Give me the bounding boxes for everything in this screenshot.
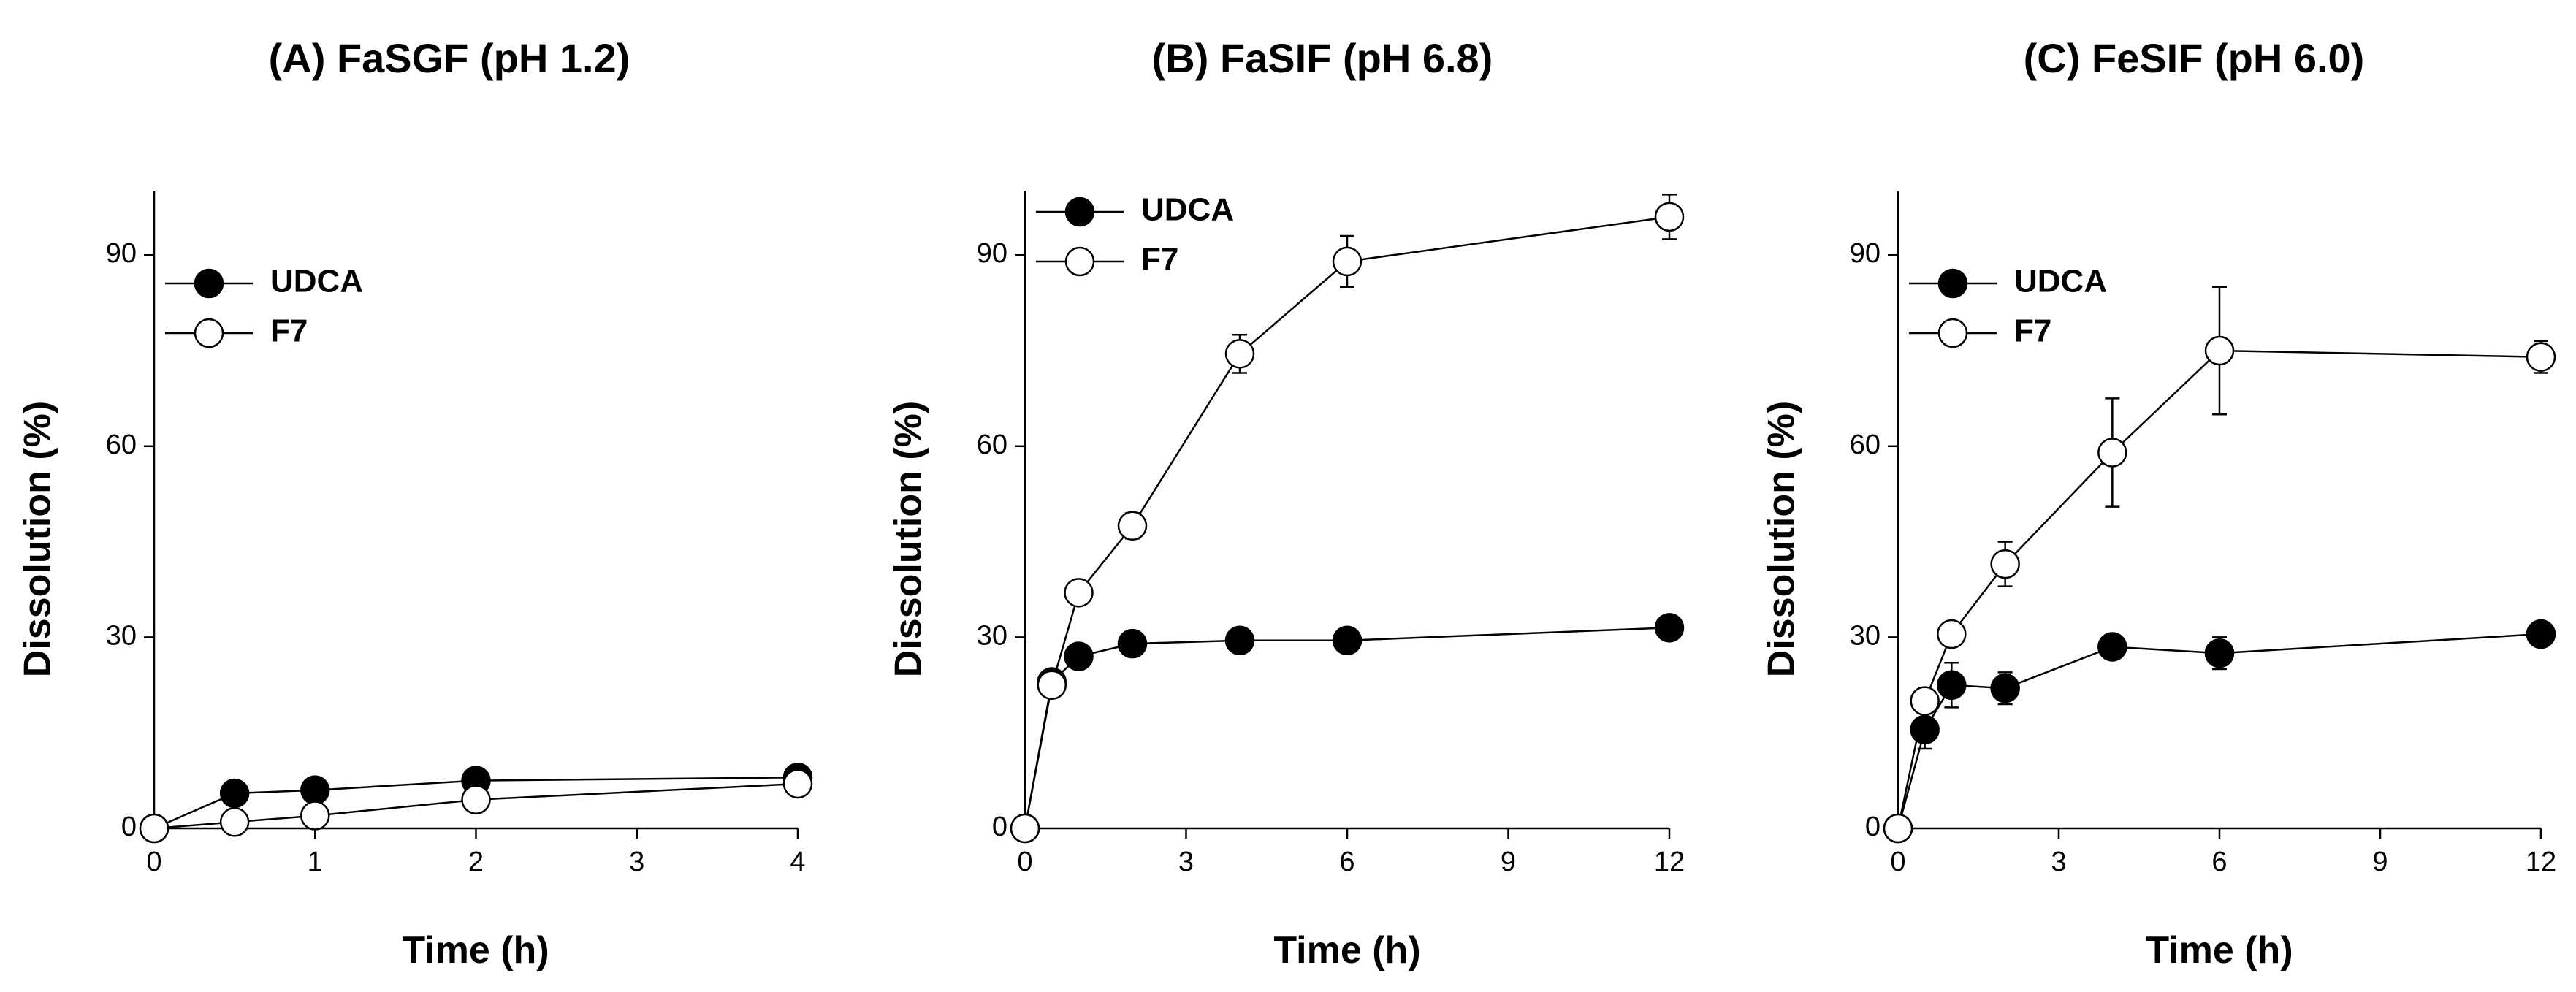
data-point <box>1883 813 1913 844</box>
data-point <box>1937 670 1967 701</box>
x-tick-label: 1 <box>308 847 323 877</box>
data-point <box>1937 619 1967 649</box>
series-f7 <box>1883 286 2556 844</box>
x-axis-label: Time (h) <box>1273 929 1420 972</box>
data-point <box>1332 246 1363 277</box>
data-point <box>139 813 169 844</box>
chart-title: (C) FeSIF (pH 6.0) <box>2024 35 2365 81</box>
x-tick-label: 12 <box>2526 847 2556 877</box>
data-point <box>1064 641 1094 671</box>
data-point <box>461 785 491 815</box>
data-point <box>1064 578 1094 608</box>
y-tick-label: 0 <box>992 812 1007 842</box>
x-tick-label: 3 <box>2051 847 2066 877</box>
data-point <box>2526 619 2556 649</box>
data-point <box>2204 638 2235 668</box>
x-tick-label: 4 <box>790 847 805 877</box>
legend-label: F7 <box>270 313 308 349</box>
data-point <box>1117 628 1148 659</box>
x-tick-label: 0 <box>146 847 161 877</box>
legend-marker <box>1937 318 1968 348</box>
data-point <box>1910 714 1940 745</box>
series-f7 <box>1010 194 1685 844</box>
series-line <box>1024 627 1670 829</box>
x-tick-label: 6 <box>1339 847 1354 877</box>
x-tick-label: 9 <box>1501 847 1516 877</box>
legend-entry: F7 <box>1036 242 1178 278</box>
data-point <box>1224 339 1255 369</box>
legend-label: UDCA <box>2014 264 2107 299</box>
y-axis-label: Dissolution (%) <box>1761 401 1803 677</box>
y-tick-label: 30 <box>1850 620 1880 651</box>
legend-entry: UDCA <box>165 264 363 299</box>
y-tick-label: 90 <box>106 238 137 269</box>
legend-label: UDCA <box>270 264 363 299</box>
data-point <box>300 801 330 831</box>
data-point <box>219 778 250 809</box>
panel-b: (B) FaSIF (pH 6.8) 0 30 60 90 0 3 6 9 12 Time (h) D… <box>888 35 1685 972</box>
y-axis-label: Dissolution (%) <box>888 401 930 677</box>
legend-label: F7 <box>2014 313 2051 349</box>
x-tick-label: 3 <box>1178 847 1194 877</box>
legend-entry: F7 <box>165 313 308 349</box>
data-point <box>300 775 330 805</box>
legend-label: F7 <box>1141 242 1178 278</box>
panel-a: (A) FaSGF (pH 1.2) 0 30 60 90 0 1 2 3 4 Time (h) Di… <box>17 35 813 972</box>
data-point <box>219 807 250 837</box>
data-point <box>1990 549 2020 579</box>
legend-marker <box>1064 197 1095 227</box>
y-tick-label: 90 <box>1850 238 1880 269</box>
legend-entry: UDCA <box>1909 264 2107 299</box>
y-tick-label: 60 <box>977 430 1007 460</box>
data-point <box>1117 511 1148 541</box>
y-tick-label: 0 <box>1865 812 1880 842</box>
data-point <box>2097 632 2127 662</box>
data-point <box>2097 438 2127 468</box>
chart-title: (A) FaSGF (pH 1.2) <box>269 35 630 81</box>
data-point <box>2526 342 2556 372</box>
data-point <box>1332 625 1363 656</box>
data-point <box>1654 202 1685 232</box>
x-tick-label: 0 <box>1017 847 1032 877</box>
y-tick-label: 0 <box>121 812 137 842</box>
x-tick-label: 6 <box>2211 847 2227 877</box>
x-axis-label: Time (h) <box>402 929 549 972</box>
legend-label: UDCA <box>1141 192 1234 228</box>
data-point <box>2204 335 2235 366</box>
y-tick-label: 30 <box>977 620 1007 651</box>
data-point <box>1010 813 1040 844</box>
x-tick-label: 0 <box>1890 847 1905 877</box>
legend-marker <box>194 268 224 299</box>
series-f7 <box>139 768 813 844</box>
y-tick-label: 90 <box>977 238 1007 269</box>
data-point <box>782 768 813 799</box>
data-point <box>1654 613 1685 643</box>
legend-marker <box>1064 246 1095 277</box>
panel-c: (C) FeSIF (pH 6.0) 0 30 60 90 0 3 6 9 12 Time (h) D… <box>1761 35 2556 972</box>
data-point <box>1224 625 1255 656</box>
legend-marker <box>1937 268 1968 299</box>
y-tick-label: 60 <box>1850 430 1880 460</box>
series-udca <box>1010 613 1685 844</box>
y-axis-label: Dissolution (%) <box>17 401 59 677</box>
y-tick-label: 30 <box>106 620 137 651</box>
chart-title: (B) FaSIF (pH 6.8) <box>1152 35 1493 81</box>
data-point <box>1910 686 1940 716</box>
x-tick-label: 12 <box>1654 847 1685 877</box>
x-tick-label: 3 <box>629 847 644 877</box>
x-axis-label: Time (h) <box>2146 929 2293 972</box>
x-tick-label: 9 <box>2372 847 2388 877</box>
series-line <box>1897 349 2542 829</box>
series-udca <box>1883 619 2556 844</box>
legend-entry: UDCA <box>1036 192 1234 228</box>
legend-entry: F7 <box>1909 313 2051 349</box>
x-tick-label: 2 <box>468 847 484 877</box>
data-point <box>1990 673 2020 703</box>
data-point <box>1037 670 1067 701</box>
y-tick-label: 60 <box>106 430 137 460</box>
legend-marker <box>194 318 224 348</box>
